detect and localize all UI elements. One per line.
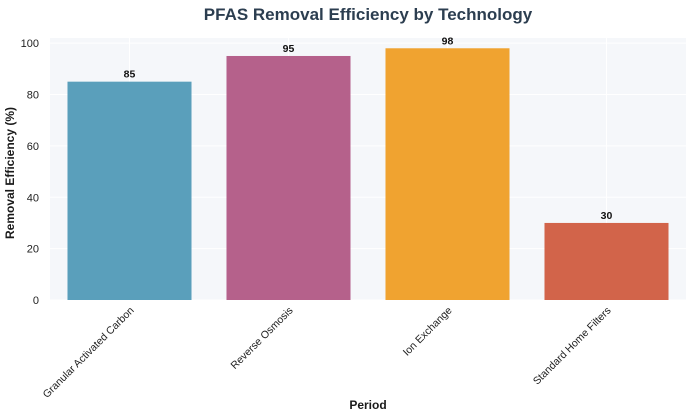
- bar: [226, 55, 351, 300]
- chart-title: PFAS Removal Efficiency by Technology: [204, 5, 533, 24]
- bars: [67, 48, 669, 301]
- bar: [385, 48, 510, 301]
- data-label: 85: [124, 69, 136, 81]
- data-label: 95: [283, 43, 295, 55]
- y-tick-label: 0: [33, 295, 39, 307]
- data-label: 98: [442, 35, 454, 47]
- y-tick-label: 100: [21, 38, 39, 50]
- y-tick-label: 60: [27, 141, 39, 153]
- bar: [67, 81, 192, 301]
- y-tick-label: 20: [27, 244, 39, 256]
- x-axis-label: Period: [349, 398, 386, 412]
- bar: [544, 222, 669, 300]
- y-tick-label: 80: [27, 90, 39, 102]
- y-axis-ticks: 0 20 40 60 80 100: [21, 38, 39, 307]
- data-labels: 85 95 98 30: [124, 35, 613, 222]
- y-axis-label: Removal Efficiency (%): [3, 107, 17, 239]
- y-tick-label: 40: [27, 192, 39, 204]
- data-label: 30: [601, 210, 613, 222]
